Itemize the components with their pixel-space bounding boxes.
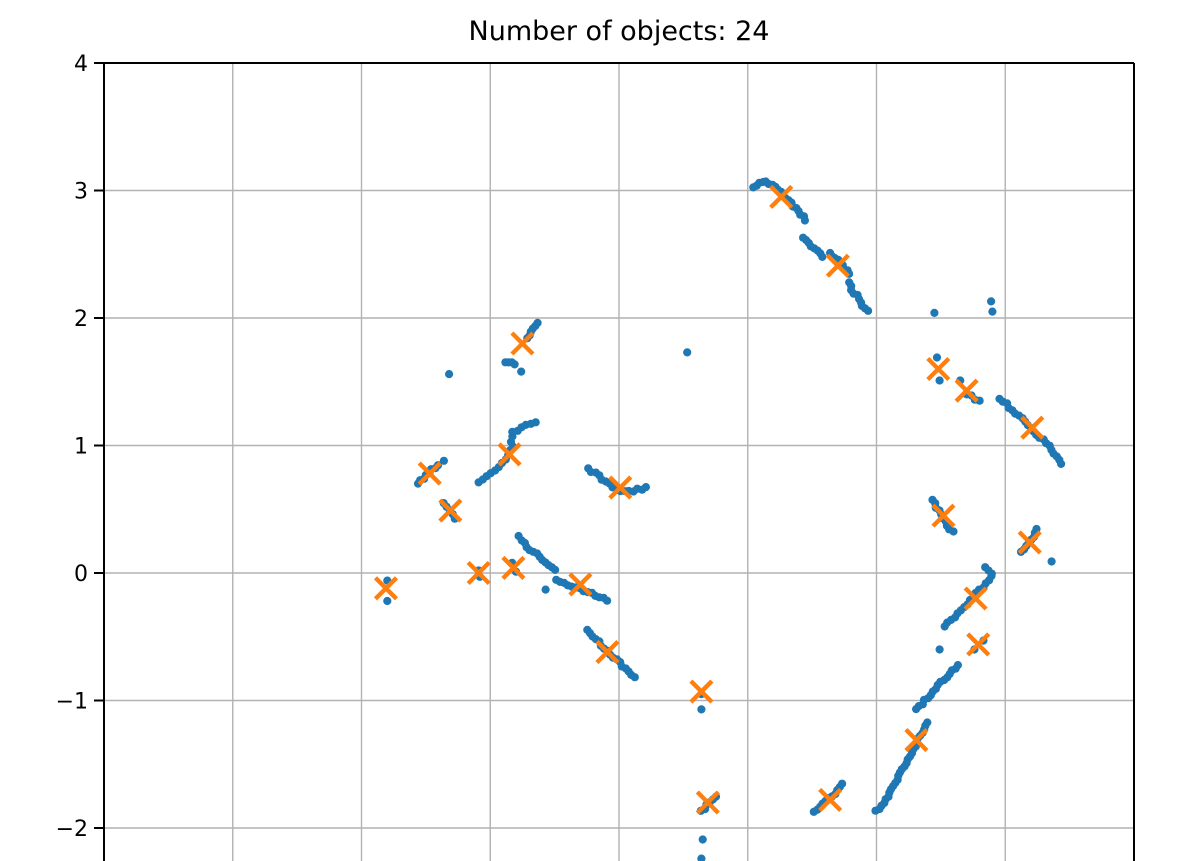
data-point: [697, 854, 706, 861]
data-point: [818, 252, 827, 261]
center-x-marker: [501, 555, 526, 580]
center-x-marker: [1017, 530, 1042, 555]
data-point: [932, 353, 942, 362]
gridlines: [104, 63, 1134, 861]
center-x-marker: [904, 727, 929, 753]
center-x-marker: [608, 475, 633, 500]
center-x-marker: [769, 184, 794, 209]
data-point: [531, 418, 540, 427]
y-tick-labels: 4 3 2 1 0 −1 −2: [56, 52, 88, 842]
y-tick-label: 2: [74, 307, 88, 332]
data-point: [988, 307, 997, 316]
center-x-marker: [373, 576, 399, 601]
chart-title: Number of objects: 24: [468, 16, 770, 47]
data-point: [940, 622, 949, 631]
data-point: [383, 596, 392, 606]
center-x-marker: [689, 679, 714, 704]
data-point: [603, 596, 612, 605]
data-point: [683, 348, 692, 357]
center-x-marker: [438, 498, 463, 523]
data-point: [445, 370, 454, 379]
data-point: [510, 360, 519, 369]
center-x-marker: [931, 503, 956, 528]
center-x-marker: [510, 331, 535, 356]
y-tick-label: −1: [56, 690, 88, 715]
data-point: [551, 565, 560, 575]
data-point: [697, 705, 706, 714]
data-point: [698, 835, 707, 844]
data-point: [641, 483, 651, 492]
data-point: [949, 527, 958, 536]
center-x-marker: [497, 442, 522, 467]
center-x-marker: [954, 378, 979, 403]
y-tick-label: 0: [74, 562, 88, 587]
y-tick-label: 4: [74, 52, 88, 77]
data-point: [514, 531, 523, 541]
data-point: [1057, 459, 1066, 468]
center-x-marker: [926, 356, 951, 382]
data-point: [838, 779, 847, 788]
center-x-marker: [595, 639, 620, 665]
center-x-marker: [818, 787, 843, 813]
center-x-marker: [466, 560, 491, 586]
y-ticks: [94, 62, 104, 829]
axes-spines: [103, 62, 1135, 861]
data-point: [800, 216, 810, 225]
center-x-marker: [963, 586, 988, 611]
y-tick-label: 1: [74, 435, 88, 460]
data-point: [1047, 557, 1056, 566]
data-point: [439, 456, 448, 465]
data-point: [935, 645, 944, 654]
data-points: [383, 177, 1066, 861]
data-point: [987, 297, 996, 306]
y-tick-label: 3: [74, 180, 88, 205]
center-x-marker: [417, 461, 442, 486]
data-point: [871, 806, 880, 815]
center-x-marker: [1020, 415, 1045, 440]
center-x-marker: [966, 632, 991, 657]
data-point: [912, 705, 921, 714]
center-x-marker: [695, 790, 720, 815]
center-markers: [373, 184, 1045, 815]
data-point: [930, 308, 939, 317]
center-x-marker: [568, 572, 593, 597]
data-point: [630, 673, 639, 682]
data-point: [935, 376, 944, 385]
data-point: [541, 585, 550, 594]
center-x-marker: [825, 253, 850, 278]
y-tick-label: −2: [56, 817, 88, 842]
data-point: [517, 367, 526, 376]
data-point: [864, 306, 873, 315]
